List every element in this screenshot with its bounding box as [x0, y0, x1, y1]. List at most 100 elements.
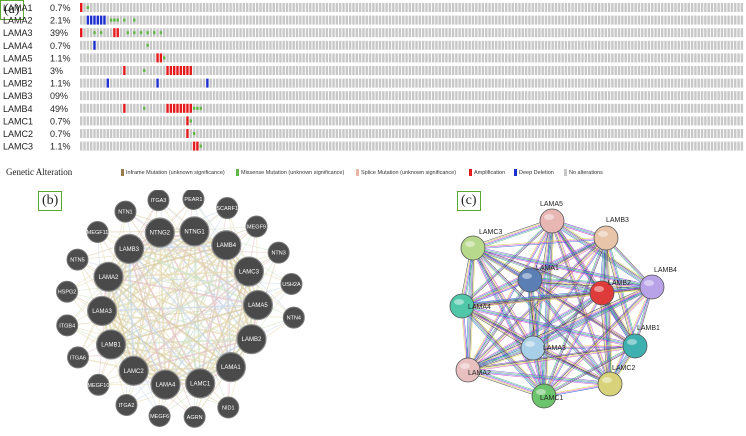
oncoprint-cell: [504, 78, 508, 88]
oncoprint-cell: [129, 15, 133, 25]
oncoprint-cell: [554, 15, 558, 25]
oncoprint-cell: [395, 53, 398, 63]
oncoprint-cell: [222, 28, 226, 38]
legend-item-amplification: Amplification: [469, 169, 505, 176]
oncoprint-cell: [166, 40, 169, 50]
oncoprint-cell: [332, 3, 335, 12]
oncoprint-cell: [455, 3, 458, 12]
oncoprint-cell: [309, 53, 312, 63]
oncoprint-cell: [345, 28, 349, 38]
oncoprint-cell: [634, 66, 637, 75]
oncoprint-cell: [189, 103, 192, 113]
oncoprint-cell: [372, 78, 375, 88]
oncoprint-cell: [524, 53, 528, 63]
network-b-node-label: USH2A: [282, 282, 301, 288]
oncoprint-cell: [222, 91, 226, 101]
oncoprint-cell: [684, 53, 687, 63]
network-b-node-ush2a: USH2A: [280, 272, 303, 295]
oncoprint-cell: [106, 78, 109, 88]
network-b-node-circle: [267, 241, 290, 264]
legend-item-deep-deletion: Deep Deletion: [514, 169, 554, 176]
oncoprint-cell: [581, 66, 584, 75]
oncoprint-cell: [524, 116, 528, 126]
network-c-edge: [542, 285, 652, 396]
oncoprint-cell: [358, 91, 362, 101]
oncoprint-cell: [690, 28, 694, 38]
oncoprint-cell: [637, 129, 641, 138]
oncoprint-cell: [528, 53, 531, 63]
oncoprint-cell: [146, 53, 149, 63]
oncoprint-cell: [398, 116, 402, 126]
oncoprint-cell: [189, 78, 192, 88]
oncoprint-cell: [710, 116, 714, 126]
network-b-node-label: AGRN: [187, 415, 203, 421]
oncoprint-cell: [604, 40, 607, 50]
oncoprint-cell: [634, 28, 637, 38]
network-c-edge: [468, 367, 545, 395]
oncoprint-cell: [192, 78, 196, 88]
oncoprint-cell: [548, 15, 551, 25]
oncoprint-cell: [647, 66, 651, 75]
oncoprint-cell: [607, 78, 611, 88]
oncoprint-cell: [654, 53, 657, 63]
network-c-node-highlight: [602, 377, 612, 383]
network-b-node-lama3: LAMA3: [86, 295, 118, 327]
network-b-edge: [110, 248, 130, 345]
oncoprint-cell: [644, 103, 647, 113]
oncoprint-cell: [435, 91, 438, 101]
oncoprint-cell: [329, 66, 332, 75]
oncoprint-cell: [156, 53, 159, 63]
oncoprint-cell: [89, 3, 93, 12]
oncoprint-cell: [621, 141, 624, 151]
oncoprint-cell: [192, 66, 196, 75]
oncoprint-cell: [275, 3, 279, 12]
oncoprint-cell: [664, 129, 667, 138]
oncoprint-cell: [627, 28, 631, 38]
oncoprint-cell: [468, 53, 471, 63]
oncoprint-cell: [495, 129, 498, 138]
network-c-edge: [467, 291, 602, 369]
oncoprint-cell: [182, 91, 186, 101]
oncoprint-cell: [86, 129, 90, 138]
oncoprint-cell: [149, 3, 153, 12]
network-b-node-label: ITGA3: [150, 198, 166, 204]
oncoprint-cell: [475, 66, 478, 75]
oncoprint-cell: [558, 78, 561, 88]
oncoprint-cell: [143, 91, 146, 101]
oncoprint-cell: [478, 103, 481, 113]
oncoprint-cell: [511, 141, 515, 151]
oncoprint-cell: [259, 3, 262, 12]
oncoprint-cell: [670, 66, 674, 75]
network-b-edge: [199, 252, 279, 384]
oncoprint-cell: [338, 40, 342, 50]
oncoprint-cell: [621, 116, 624, 126]
network-b-edge: [129, 244, 227, 250]
oncoprint-cell: [335, 141, 339, 151]
oncoprint-legend: Genetic Alteration Inframe Mutation (unk…: [3, 166, 743, 180]
oncoprint-cell: [289, 129, 292, 138]
oncoprint-cell: [239, 91, 242, 101]
oncoprint-cell: [305, 3, 309, 12]
oncoprint-cell: [584, 53, 588, 63]
oncoprint-cell: [129, 141, 133, 151]
network-b-node-label: LAMA5: [248, 303, 268, 309]
oncoprint-cell: [564, 78, 568, 88]
oncoprint-cell: [551, 28, 554, 38]
oncoprint-cell: [554, 129, 558, 138]
oncoprint-cell: [362, 103, 365, 113]
oncoprint-cell: [528, 141, 531, 151]
oncoprint-cell: [680, 66, 684, 75]
gene-pct-lamb1: 3%: [50, 66, 63, 76]
oncoprint-cell: [627, 141, 631, 151]
oncoprint-cell: [541, 66, 544, 75]
oncoprint-cell: [329, 141, 332, 151]
oncoprint-cell: [438, 116, 441, 126]
oncoprint-cell: [348, 3, 352, 12]
oncoprint-cell: [734, 40, 737, 50]
oncoprint-cell: [504, 28, 508, 38]
network-b-node-circle: [114, 233, 145, 264]
network-c-edge: [533, 238, 608, 349]
oncoprint-cell: [335, 15, 339, 25]
missense-mark: [123, 18, 126, 22]
oncoprint-cell: [222, 78, 226, 88]
